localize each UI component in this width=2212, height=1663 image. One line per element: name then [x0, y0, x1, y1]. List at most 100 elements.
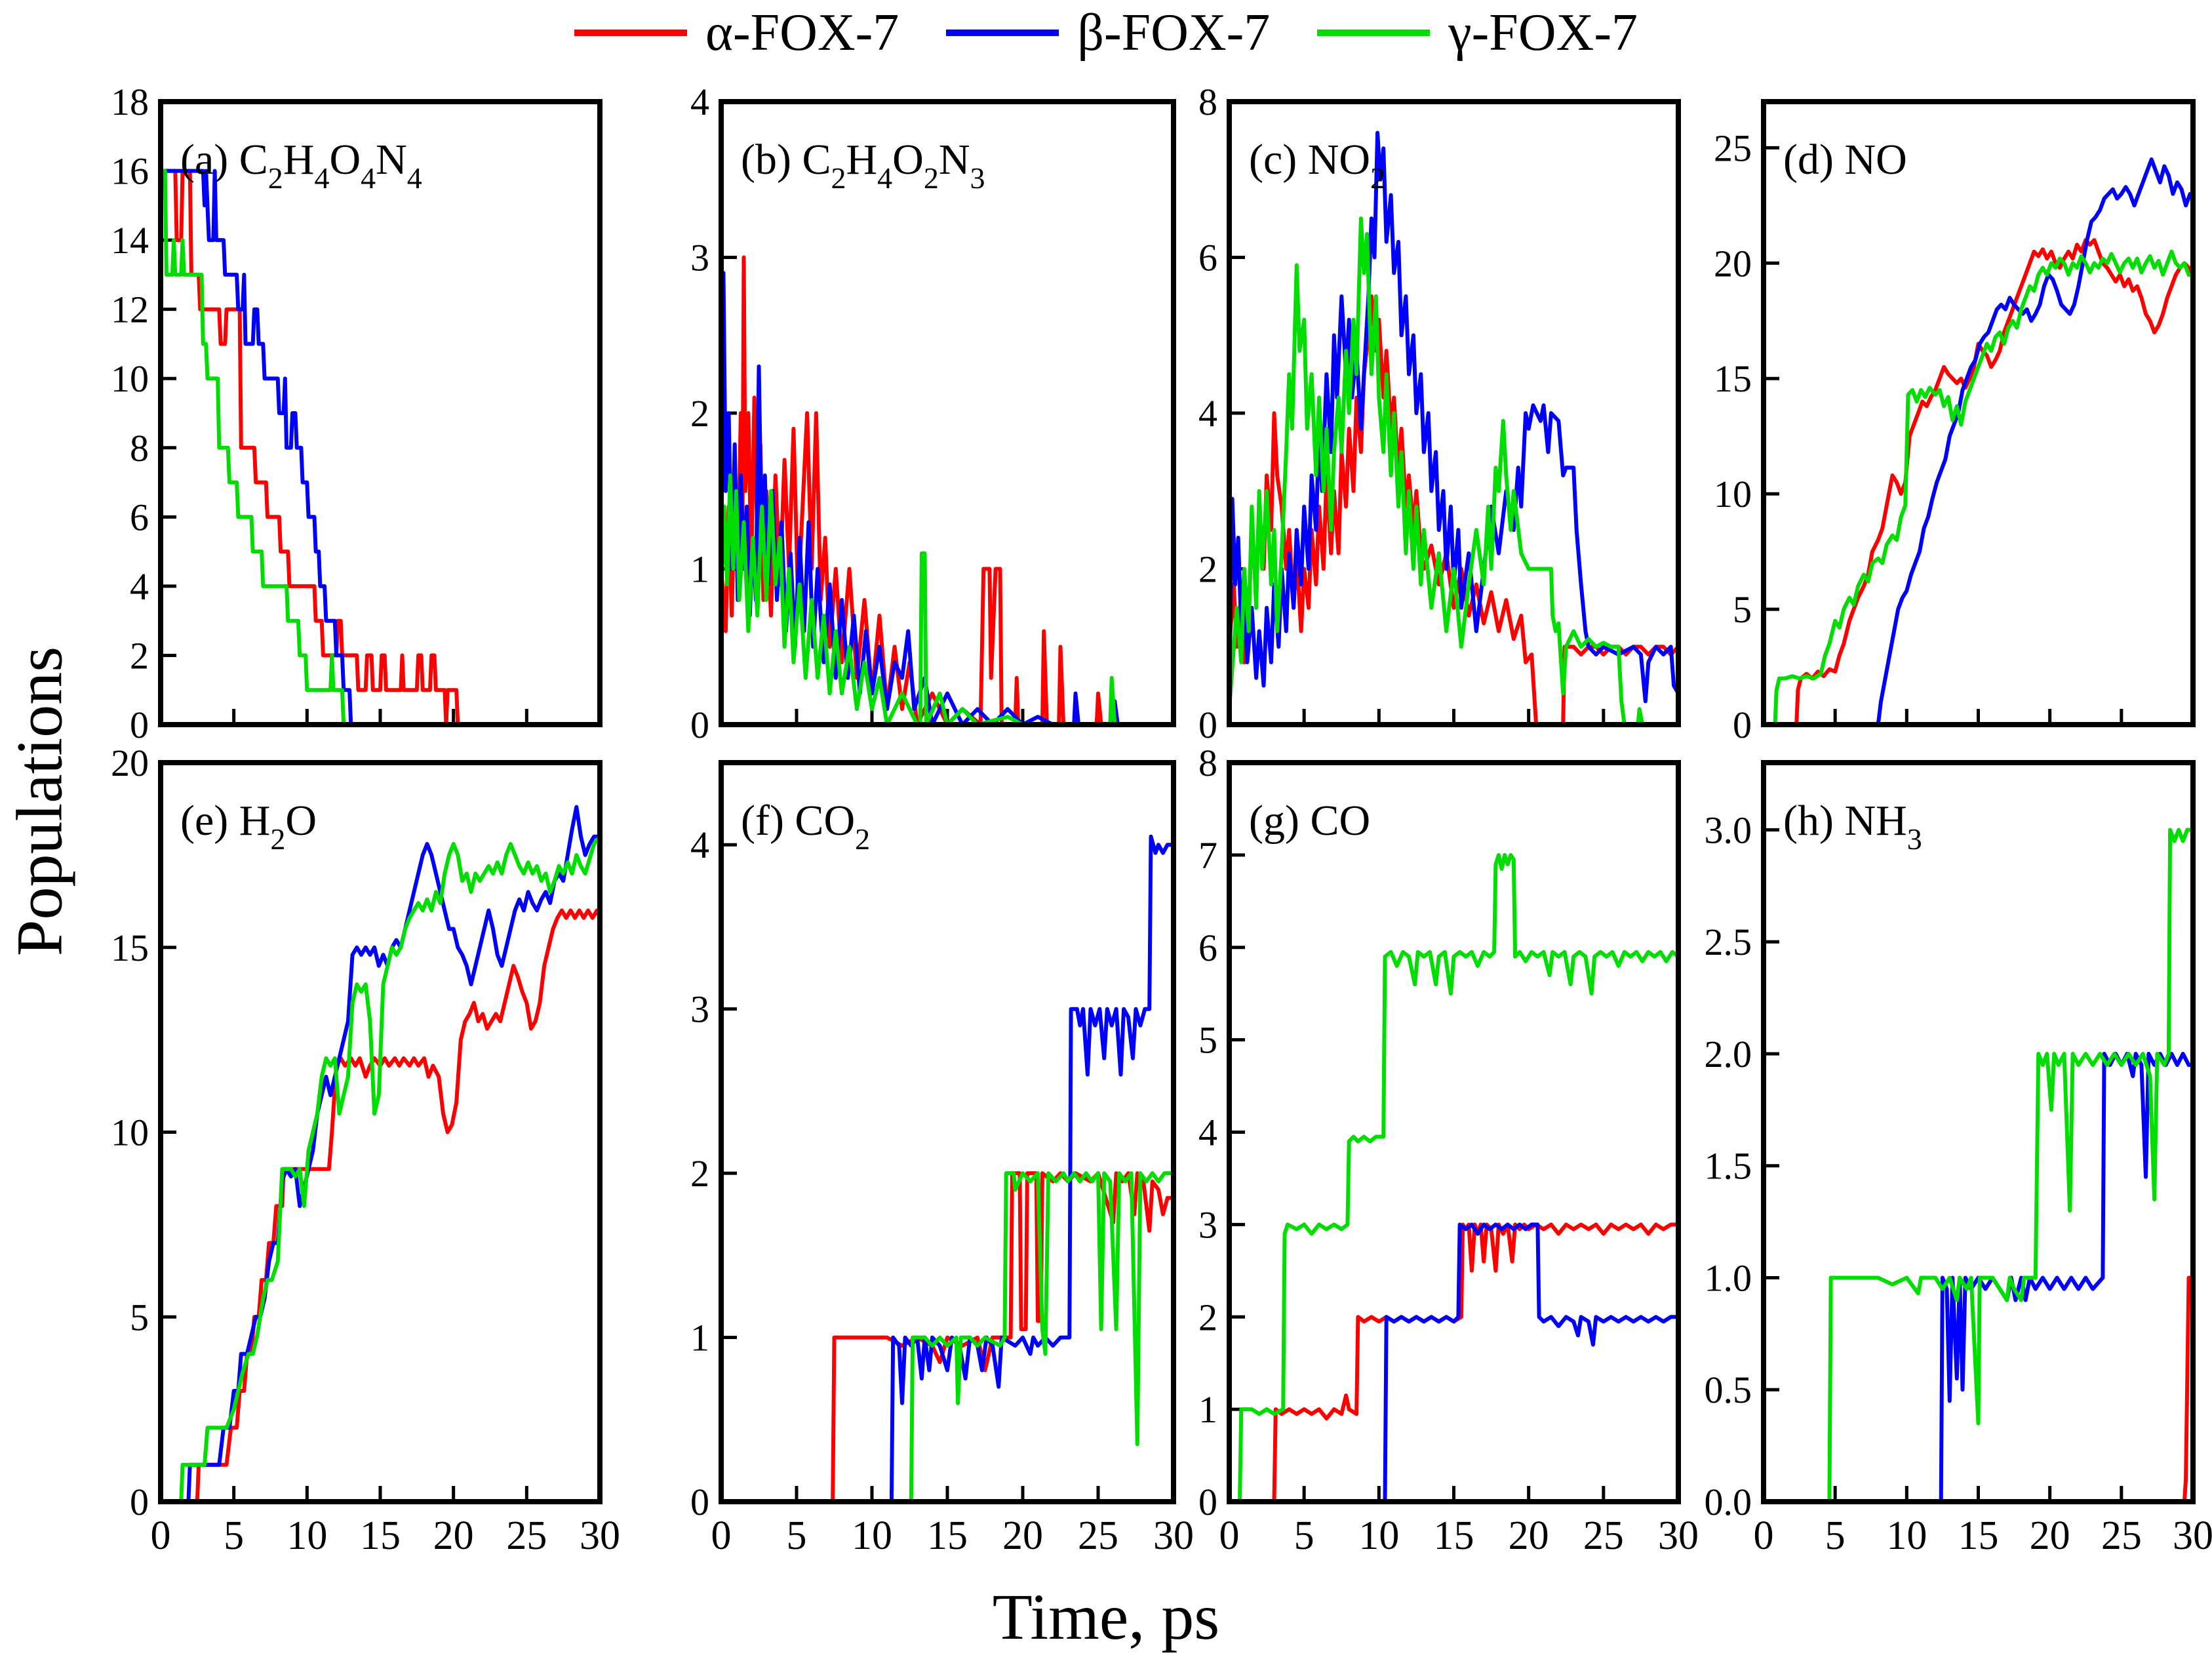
- x-tick-label: 5: [1825, 1513, 1846, 1558]
- y-tick-label: 2: [1198, 1296, 1217, 1338]
- x-tick-label: 20: [1509, 1513, 1549, 1558]
- x-tick-label: 10: [1886, 1513, 1927, 1558]
- series-β-FOX-7: [721, 834, 1174, 1504]
- legend-line-alpha-icon: [574, 30, 688, 36]
- y-tick-label: 6: [1198, 237, 1217, 279]
- panel-title-g: (g) CO: [1249, 797, 1370, 845]
- y-tick-label: 5: [1733, 588, 1752, 631]
- y-tick-label: 0.0: [1705, 1481, 1752, 1523]
- panel-title-c: (c) NO2: [1249, 136, 1385, 195]
- plot-border: [158, 760, 602, 1504]
- series-α-FOX-7: [719, 255, 1174, 727]
- series-α-FOX-7: [1229, 1222, 1678, 1504]
- plot-border: [719, 760, 1176, 1504]
- y-tick-label: 0: [130, 704, 149, 746]
- y-tick-label: 5: [1198, 1019, 1217, 1062]
- x-tick-label: 0: [151, 1513, 171, 1558]
- y-tick-label: 1: [690, 548, 709, 591]
- y-tick-label: 0: [1733, 704, 1752, 746]
- y-tick-label: 15: [111, 927, 149, 969]
- series-γ-FOX-7: [1764, 828, 2193, 1504]
- x-tick-label: 0: [711, 1513, 732, 1558]
- y-tick-label: 0: [1198, 704, 1217, 746]
- x-tick-label: 20: [433, 1513, 474, 1558]
- y-tick-label: 1: [690, 1317, 709, 1359]
- chart-canvas-e: 0 5 10 15 20 25 30 0 5 10 15 20 (e) H2O: [111, 742, 620, 1558]
- legend-item-gamma: γ-FOX-7: [1317, 7, 1638, 59]
- panel-title-d: (d) NO: [1783, 136, 1907, 184]
- series-α-FOX-7: [1227, 294, 1680, 727]
- y-tick-label: 4: [130, 565, 149, 608]
- plot-border: [1227, 760, 1681, 1504]
- x-tick-label: 25: [2101, 1513, 2142, 1558]
- series-β-FOX-7: [719, 271, 1174, 727]
- plot-border: [719, 99, 1176, 727]
- panel-b: 0 1 2 3 4 (b) C2H4O2N3: [690, 81, 1176, 746]
- chart-canvas-h: 0 5 10 15 20 25 30 0.0 0.5 1.0 1.5 2.0 2.5 3.0 (h) NH3: [1705, 760, 2212, 1558]
- x-tick-label: 10: [1358, 1513, 1399, 1558]
- x-tick-label: 15: [927, 1513, 968, 1558]
- y-tick-label: 16: [111, 150, 149, 193]
- legend-line-beta-icon: [946, 30, 1059, 36]
- x-tick-label: 5: [787, 1513, 807, 1558]
- y-tick-label: 4: [690, 824, 709, 866]
- x-tick-label: 25: [506, 1513, 547, 1558]
- y-tick-label: 10: [111, 1112, 149, 1154]
- x-tick-label: 15: [1958, 1513, 1999, 1558]
- y-tick-label: 3.0: [1705, 809, 1752, 851]
- series-β-FOX-7: [1764, 1052, 2193, 1504]
- y-tick-label: 3: [690, 988, 709, 1031]
- legend-item-alpha: α-FOX-7: [574, 7, 899, 59]
- x-tick-label: 20: [1002, 1513, 1043, 1558]
- plot-border: [1227, 99, 1681, 727]
- x-tick-label: 0: [1754, 1513, 1774, 1558]
- series-β-FOX-7: [161, 805, 600, 1504]
- x-tick-label: 10: [852, 1513, 892, 1558]
- x-tick-label: 30: [1153, 1513, 1194, 1558]
- y-tick-label: 20: [1714, 242, 1752, 285]
- y-tick-label: 15: [1714, 357, 1752, 400]
- x-tick-label: 25: [1078, 1513, 1118, 1558]
- y-tick-label: 3: [690, 237, 709, 279]
- panel-title-a: (a) C2H4O4N4: [180, 136, 422, 195]
- chart-canvas-a: 0 2 4 6 8 10 12 14 16 18 (a) C2H4O4N4: [111, 81, 602, 746]
- panel-d: 0 5 10 15 20 25 (d) NO: [1714, 99, 2196, 746]
- chart-canvas-f: 0 5 10 15 20 25 30 0 1 2 3 4 (f) CO2: [690, 760, 1194, 1558]
- y-axis-title: Populations: [3, 646, 76, 957]
- series-γ-FOX-7: [1227, 216, 1678, 727]
- panel-c: 0 2 4 6 8 (c) NO2: [1198, 81, 1681, 746]
- x-tick-label: 15: [1434, 1513, 1474, 1558]
- panel-title-f: (f) CO2: [741, 797, 870, 856]
- x-tick-label: 0: [1219, 1513, 1240, 1558]
- y-tick-label: 6: [1198, 927, 1217, 969]
- y-tick-label: 4: [1198, 392, 1217, 435]
- y-tick-label: 20: [111, 742, 149, 784]
- y-tick-label: 1: [1198, 1388, 1217, 1431]
- x-tick-label: 30: [580, 1513, 620, 1558]
- y-tick-label: 8: [130, 427, 149, 470]
- y-tick-label: 10: [111, 357, 149, 400]
- y-tick-label: 2.5: [1705, 921, 1752, 963]
- x-tick-label: 25: [1583, 1513, 1624, 1558]
- series-α-FOX-7: [721, 1171, 1174, 1504]
- x-tick-label: 30: [2173, 1513, 2212, 1558]
- panel-title-b: (b) C2H4O2N3: [741, 136, 985, 195]
- legend-label-gamma: γ-FOX-7: [1448, 4, 1638, 62]
- y-tick-label: 12: [111, 289, 149, 331]
- y-tick-label: 2: [690, 392, 709, 435]
- series-γ-FOX-7: [1229, 852, 1680, 1504]
- panel-title-e: (e) H2O: [180, 797, 317, 856]
- y-tick-label: 18: [111, 81, 149, 123]
- legend: α-FOX-7 β-FOX-7 γ-FOX-7: [0, 7, 2212, 59]
- plot-border: [1761, 760, 2196, 1504]
- legend-label-alpha: α-FOX-7: [705, 4, 899, 62]
- chart-canvas-b: 0 1 2 3 4 (b) C2H4O2N3: [690, 81, 1176, 746]
- y-tick-label: 3: [1198, 1203, 1217, 1246]
- series-γ-FOX-7: [721, 1171, 1174, 1504]
- plot-border: [158, 99, 602, 727]
- series-β-FOX-7: [1227, 130, 1680, 704]
- series-γ-FOX-7: [1764, 249, 2193, 727]
- y-tick-label: 14: [111, 219, 149, 262]
- y-tick-label: 2: [1198, 548, 1217, 591]
